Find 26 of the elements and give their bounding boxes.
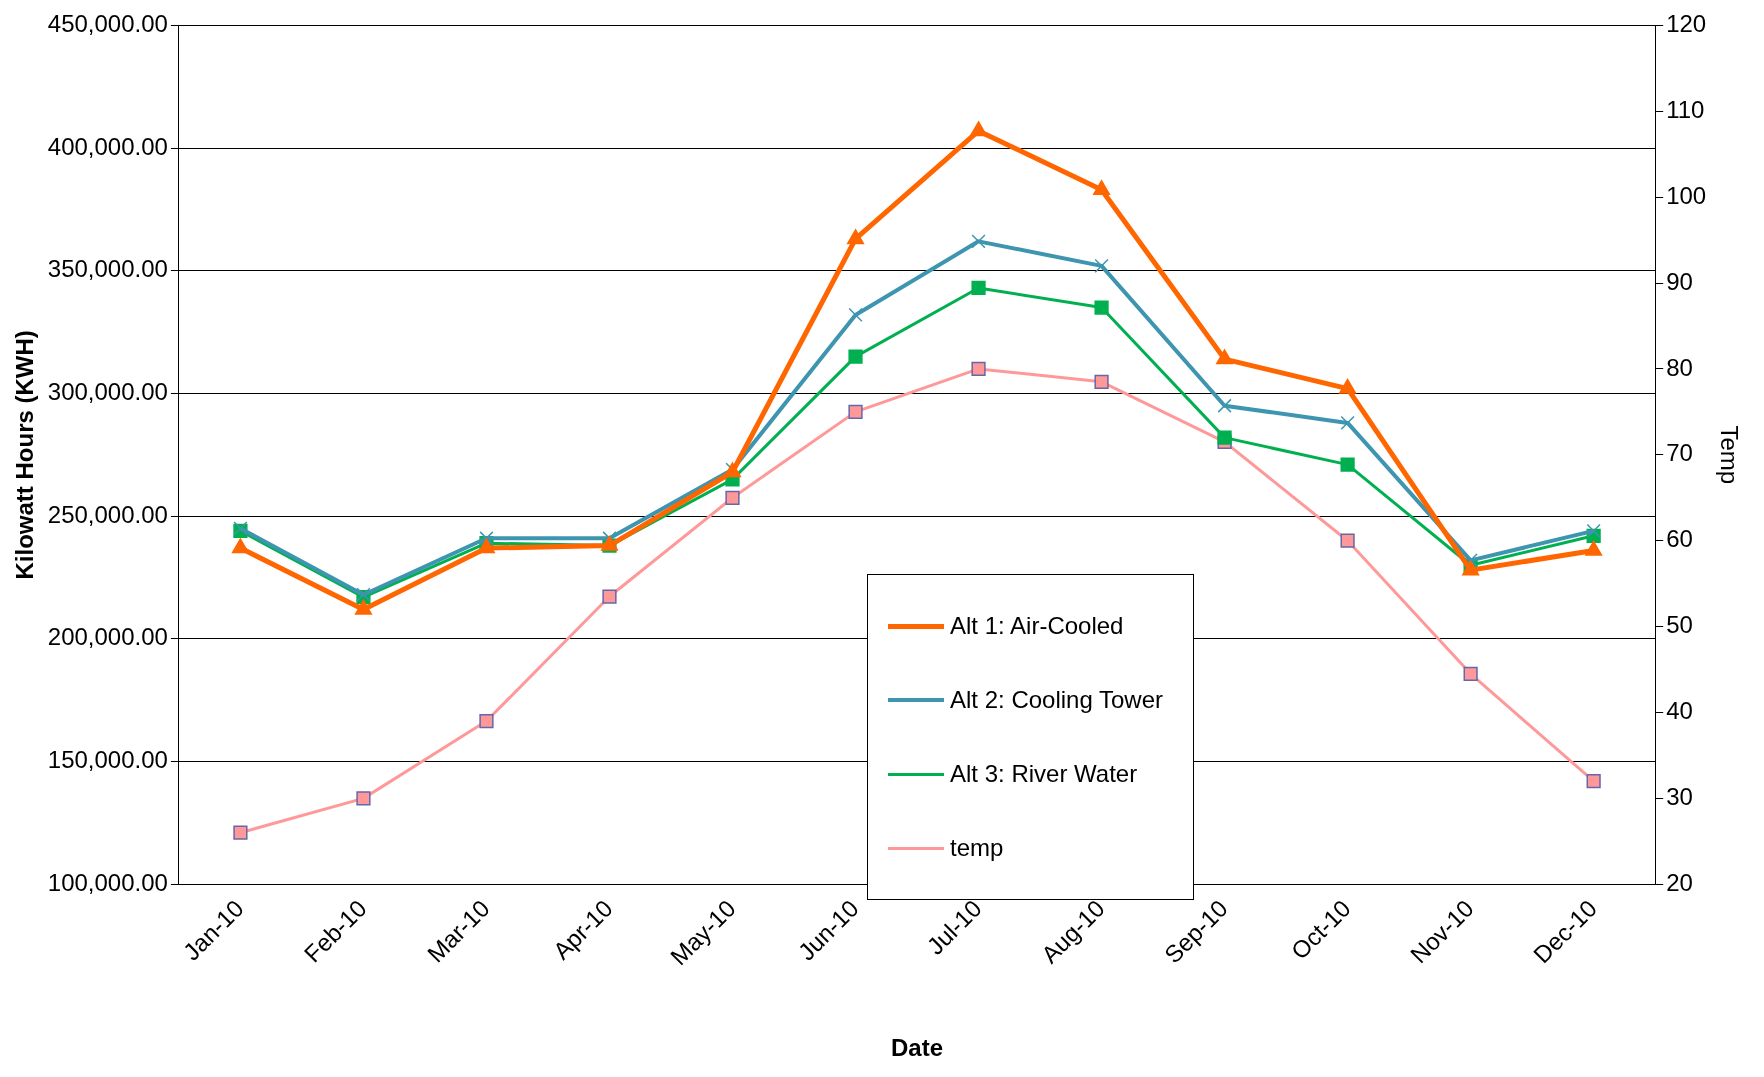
y-tick-label: 150,000.00 bbox=[47, 746, 168, 774]
y2-tick-label: 100 bbox=[1666, 181, 1707, 209]
legend-label: Alt 3: River Water bbox=[950, 760, 1138, 789]
y2-tick-label: 30 bbox=[1666, 782, 1693, 810]
y2-tick-label: 60 bbox=[1666, 525, 1693, 553]
y2-tick-label: 40 bbox=[1666, 697, 1693, 725]
y-tick-label: 350,000.00 bbox=[47, 255, 168, 283]
y2-tick-label: 110 bbox=[1666, 95, 1705, 123]
y2-tick-label: 80 bbox=[1666, 353, 1693, 381]
y-tick-label: 400,000.00 bbox=[47, 132, 168, 160]
y2-tick-label: 120 bbox=[1666, 10, 1707, 38]
legend-label: Alt 2: Cooling Tower bbox=[950, 686, 1164, 715]
y2-tick-label: 70 bbox=[1666, 439, 1693, 467]
y2-tick-label: 90 bbox=[1666, 267, 1693, 295]
y-tick-label: 100,000.00 bbox=[47, 868, 168, 896]
y2-tick-label: 20 bbox=[1666, 868, 1693, 896]
y2-axis-title: Temp bbox=[1715, 425, 1743, 485]
y-tick-label: 200,000.00 bbox=[47, 623, 168, 651]
y-tick-label: 250,000.00 bbox=[47, 500, 168, 528]
y-tick-label: 300,000.00 bbox=[47, 378, 168, 406]
x-axis-title: Date bbox=[891, 1034, 944, 1062]
legend-label: Alt 1: Air-Cooled bbox=[950, 612, 1124, 641]
y-tick-label: 450,000.00 bbox=[47, 10, 168, 38]
y-axis-title: Kilowatt Hours (KWH) bbox=[11, 330, 39, 580]
legend-label: temp bbox=[950, 834, 1004, 863]
y2-tick-label: 50 bbox=[1666, 611, 1693, 639]
